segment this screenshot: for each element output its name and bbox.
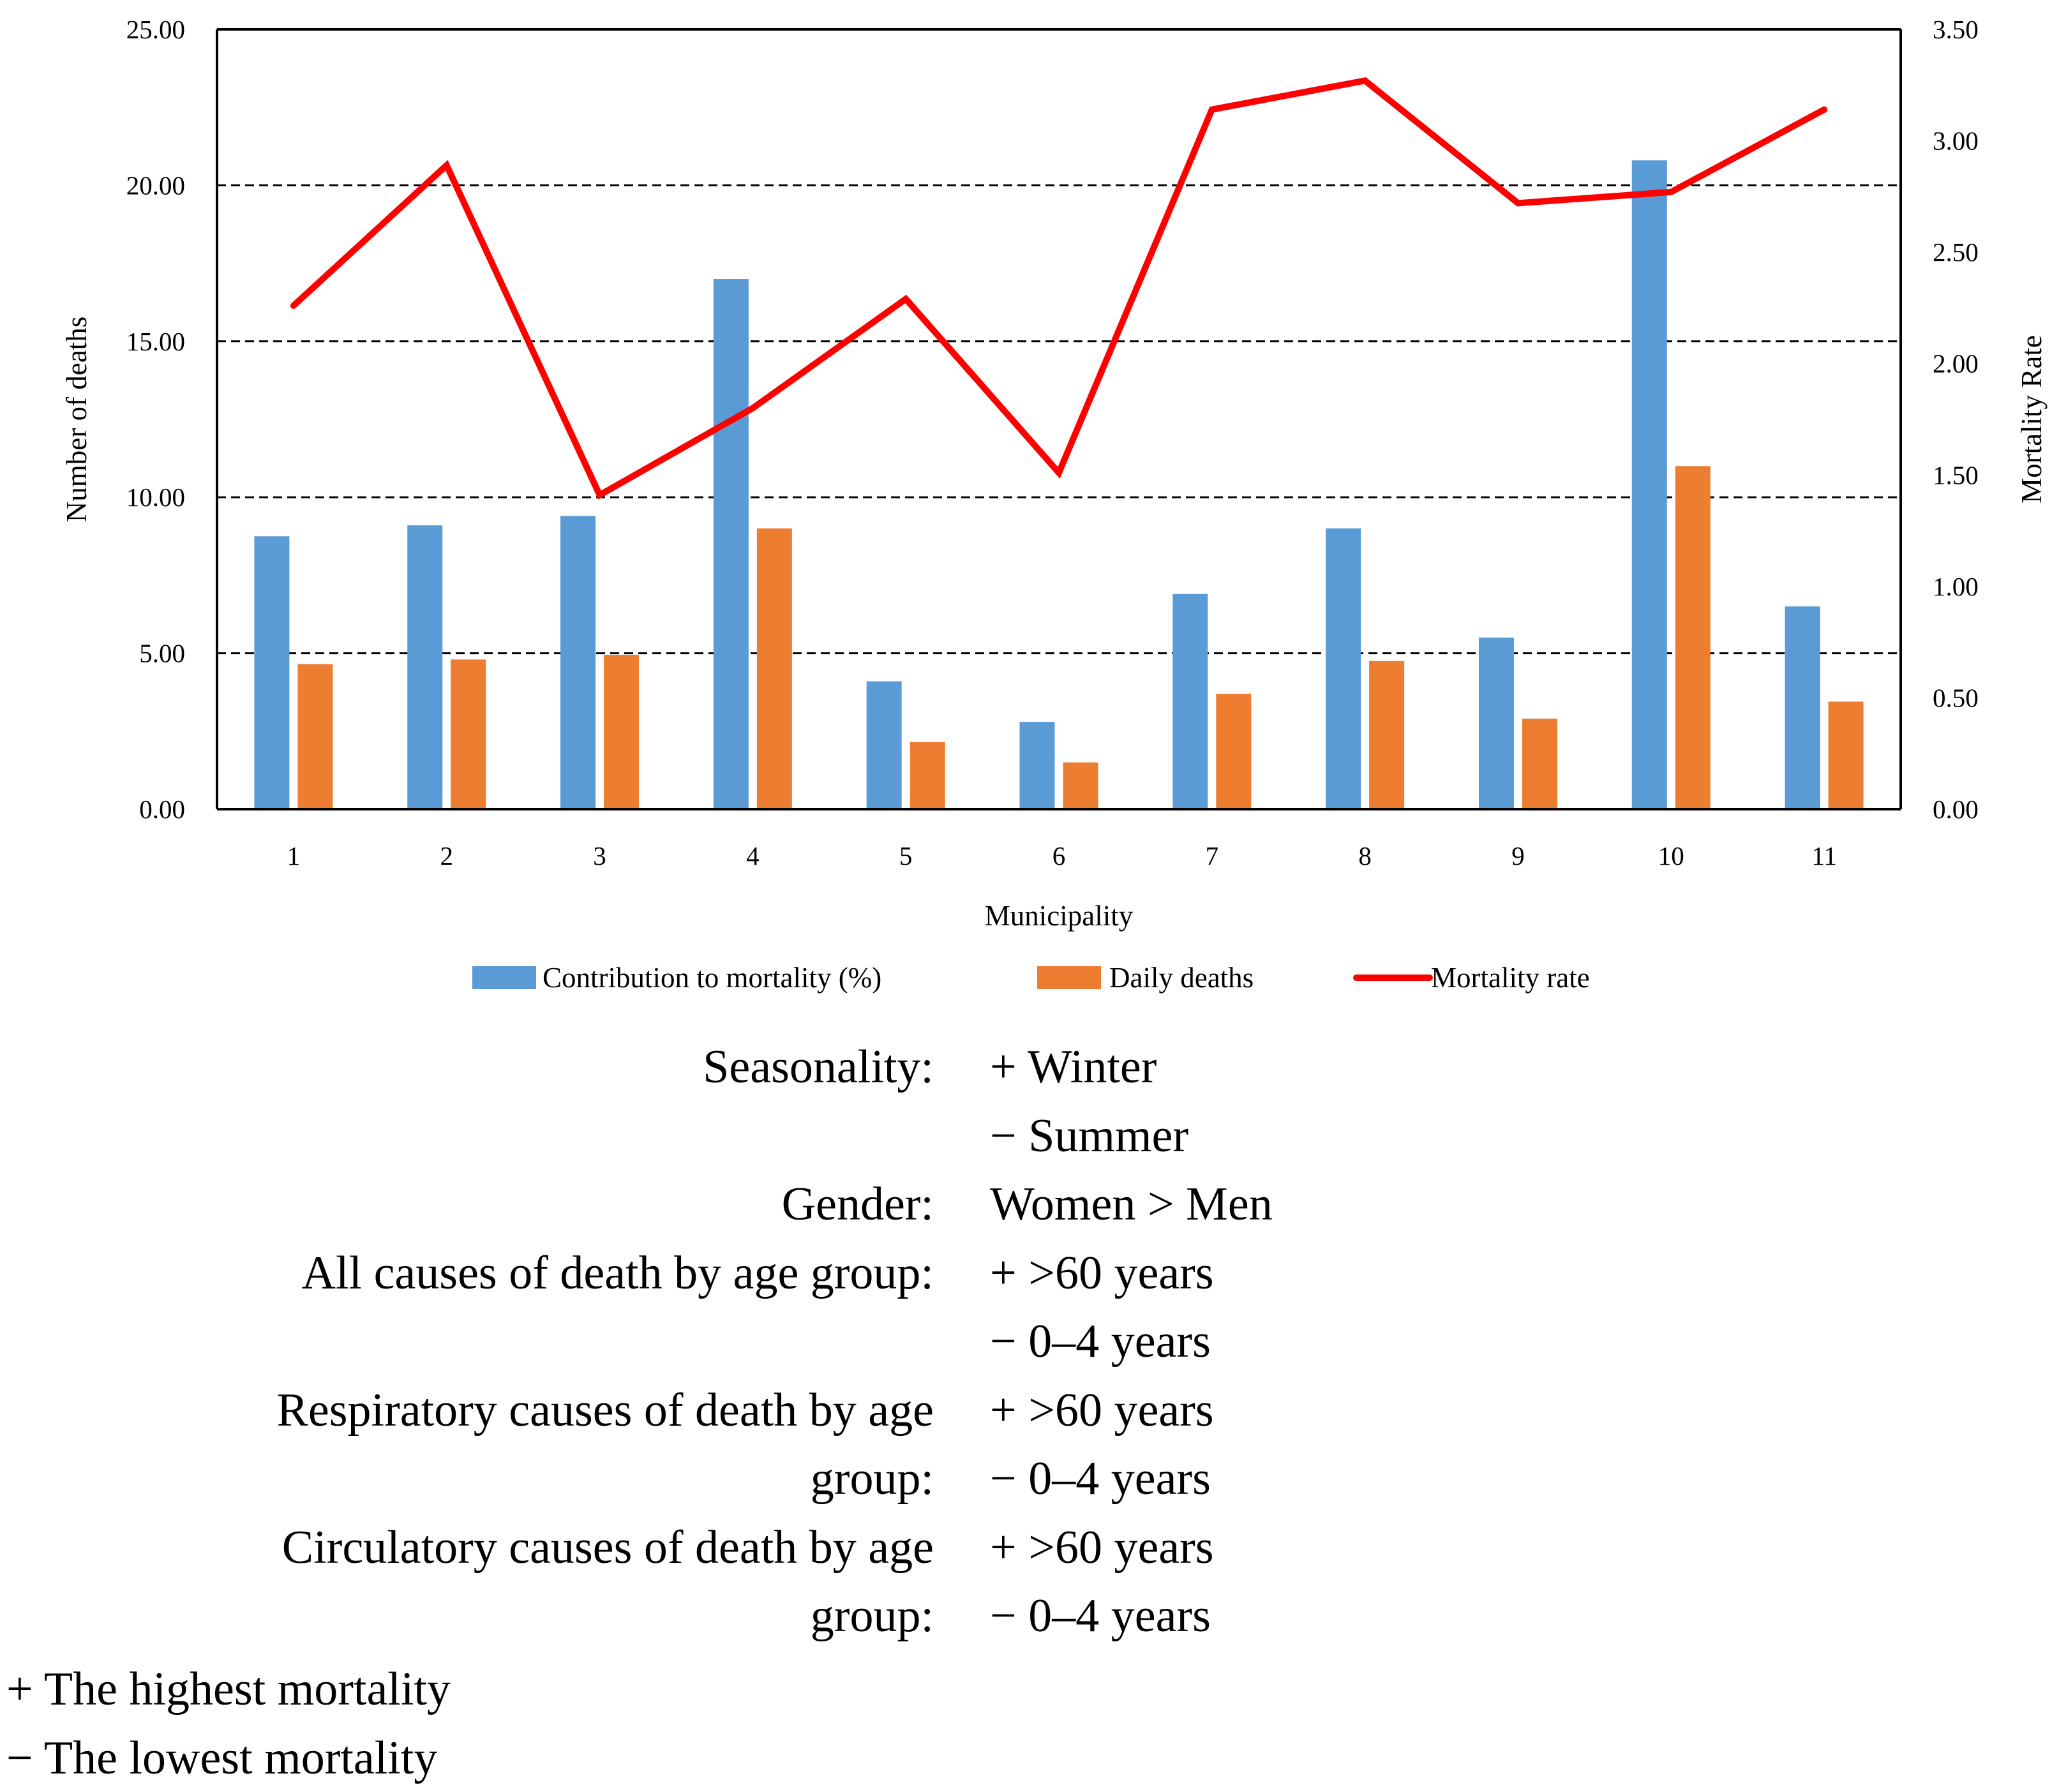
bar-contribution (1326, 528, 1361, 809)
line-point-mortality-rate (1211, 109, 1213, 110)
bar-daily-deaths (1675, 466, 1711, 809)
x-tick-label: 5 (899, 841, 913, 870)
bar-daily-deaths (297, 664, 333, 809)
bar-contribution (560, 516, 596, 809)
bar-daily-deaths (1522, 719, 1557, 809)
summary-value: + >60 years (990, 1521, 1214, 1574)
footnote: + The highest mortality (6, 1663, 451, 1715)
summary-value: − 0–4 years (990, 1590, 1211, 1642)
tick-labels: 0.00 5.00 10.00 15.00 20.00 25.00 0.00 0.50 1.00… (126, 15, 1979, 870)
y2-axis-title: Mortality Rate (2016, 335, 2048, 504)
bar-daily-deaths (1369, 661, 1405, 809)
summary-value: + >60 years (990, 1384, 1214, 1437)
bar-daily-deaths (1828, 701, 1864, 809)
y-axis-title: Number of deaths (61, 317, 93, 522)
x-axis-title: Municipality (985, 900, 1134, 932)
y-tick-label: 20.00 (126, 170, 185, 200)
summary-value: + Winter (990, 1041, 1157, 1093)
summary-label: group: (810, 1452, 934, 1505)
summary-label: Gender: (781, 1178, 934, 1230)
x-tick-label: 2 (440, 841, 453, 870)
y2-tick-label: 0.50 (1933, 683, 1979, 712)
summary-value: − Summer (990, 1109, 1188, 1162)
x-tick-label: 10 (1658, 841, 1684, 870)
x-tick-label: 1 (287, 841, 301, 870)
bar-contribution (1172, 594, 1208, 809)
line-mortality-rate (290, 77, 1828, 500)
y-tick-label: 5.00 (139, 639, 185, 668)
bar-daily-deaths (1063, 762, 1098, 809)
summary-label: Circulatory causes of death by age (281, 1521, 934, 1574)
axes (216, 28, 1902, 810)
x-tick-label: 7 (1206, 841, 1219, 870)
bar-daily-deaths (1216, 694, 1252, 809)
bar-contribution (1785, 606, 1820, 809)
mortality-rate-line (290, 77, 1828, 500)
summary-value: − 0–4 years (990, 1452, 1211, 1505)
bar-contribution (407, 525, 443, 809)
summary-label: group: (810, 1590, 934, 1642)
line-point-mortality-rate (293, 305, 294, 306)
legend-label-daily-deaths: Daily deaths (1109, 962, 1254, 994)
line-point-mortality-rate (1058, 472, 1060, 474)
y2-tick-label: 2.50 (1933, 237, 1979, 267)
bar-contribution (866, 681, 902, 809)
chart: 0.00 5.00 10.00 15.00 20.00 25.00 0.00 0.50 1.00… (61, 15, 2048, 994)
legend-label-mortality-rate: Mortality rate (1431, 962, 1590, 994)
legend: Contribution to mortality (%) Daily deat… (472, 962, 1590, 994)
bar-contribution (713, 279, 749, 809)
bar-daily-deaths (604, 655, 640, 809)
bar-daily-deaths (910, 742, 945, 809)
footnote: − The lowest mortality (6, 1731, 438, 1784)
y2-tick-label: 1.00 (1933, 572, 1979, 601)
legend-label-contribution: Contribution to mortality (%) (543, 962, 881, 994)
bar-daily-deaths (451, 659, 486, 809)
x-tick-label: 11 (1811, 841, 1836, 870)
y-tick-label: 10.00 (126, 482, 185, 512)
line-point-mortality-rate (1670, 191, 1672, 193)
y2-tick-label: 0.00 (1933, 795, 1979, 824)
bars (254, 160, 1864, 809)
bar-contribution (1019, 722, 1055, 809)
y2-tick-label: 1.50 (1933, 460, 1979, 489)
legend-swatch-contribution (472, 966, 536, 989)
summary-label: All causes of death by age group: (301, 1246, 934, 1299)
bar-contribution (1478, 638, 1514, 809)
y2-tick-label: 3.50 (1933, 15, 1979, 44)
x-tick-label: 4 (746, 841, 760, 870)
bar-contribution (254, 536, 290, 809)
x-tick-label: 6 (1052, 841, 1066, 870)
x-tick-label: 8 (1358, 841, 1372, 870)
y-tick-label: 15.00 (126, 327, 185, 356)
y-tick-label: 0.00 (139, 795, 185, 824)
x-tick-label: 9 (1511, 841, 1525, 870)
y-tick-label: 25.00 (126, 15, 185, 44)
summary-value: + >60 years (990, 1246, 1214, 1299)
y2-tick-label: 3.00 (1933, 126, 1979, 156)
summary-label: Respiratory causes of death by age (276, 1384, 934, 1437)
y2-tick-label: 2.00 (1933, 349, 1979, 378)
x-tick-label: 3 (593, 841, 606, 870)
summary-label: Seasonality: (703, 1041, 934, 1093)
bar-contribution (1631, 160, 1667, 809)
legend-swatch-daily-deaths (1037, 966, 1101, 989)
line-point-mortality-rate (1824, 109, 1825, 110)
summary-value: − 0–4 years (990, 1315, 1211, 1368)
summary-value: Women > Men (990, 1178, 1273, 1230)
bar-daily-deaths (756, 528, 792, 809)
